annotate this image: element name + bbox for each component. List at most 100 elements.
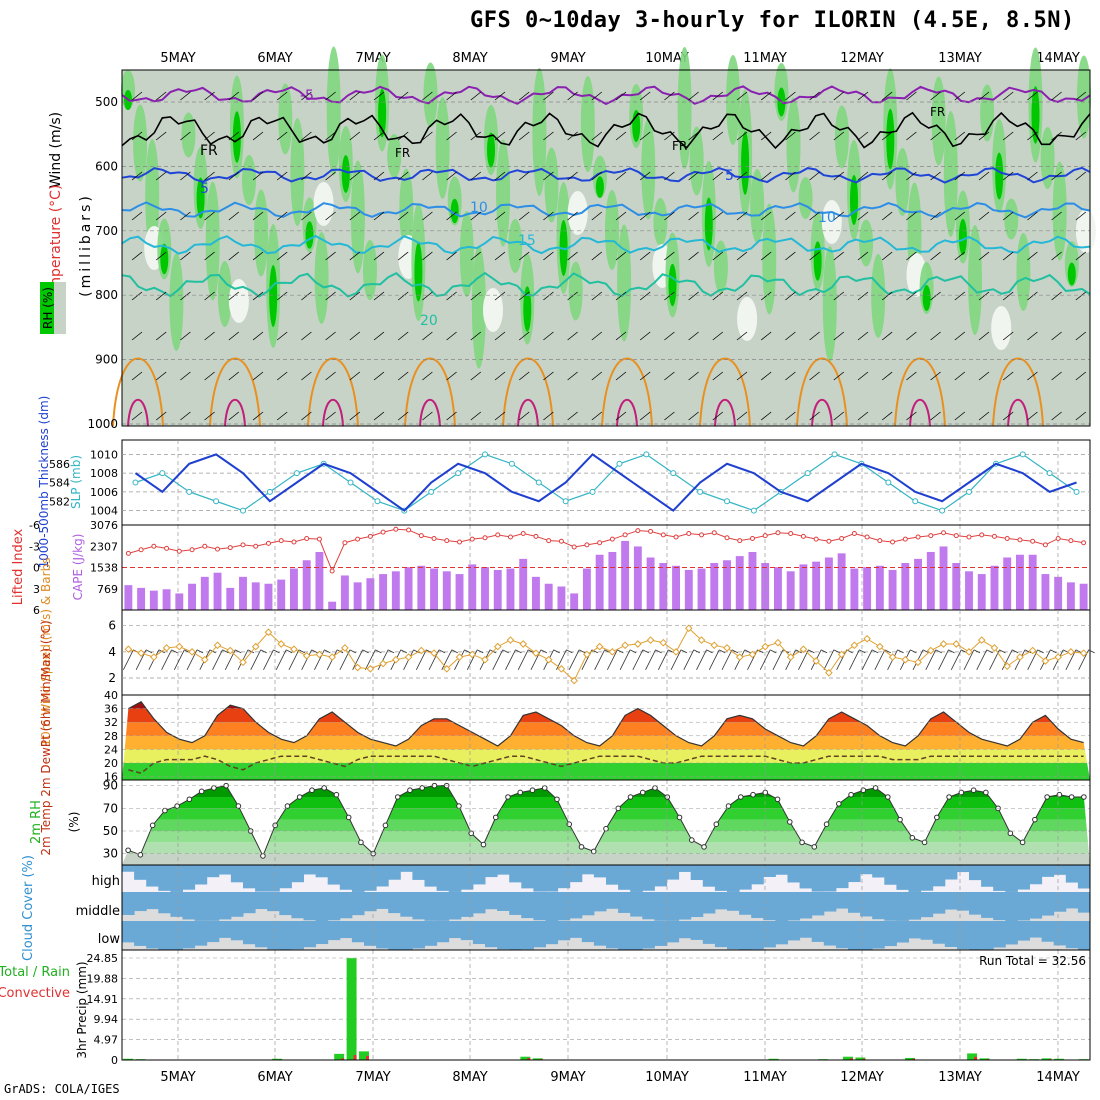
cloud-cover-bar — [351, 892, 365, 916]
wind-speed-point — [137, 649, 145, 657]
wind-barb — [664, 291, 675, 301]
wind-barb — [795, 649, 802, 654]
wind-barb — [131, 91, 143, 101]
wind-barb — [712, 291, 724, 301]
rh-green-core — [487, 132, 495, 168]
wind-barb — [288, 649, 300, 671]
wind-barb — [809, 251, 820, 261]
wind-speed-point — [251, 642, 260, 651]
li-point — [826, 538, 832, 544]
wind-barb — [352, 649, 363, 671]
wind-barb — [664, 411, 675, 421]
li-point — [686, 531, 692, 536]
wind-barb — [712, 411, 724, 421]
wind-barb — [518, 291, 530, 301]
cloud-cover-bar — [848, 892, 861, 913]
wind-barb — [212, 649, 223, 671]
cloud-cover-bar — [1041, 921, 1055, 942]
cloud-cover-bar — [448, 892, 462, 920]
wind-barb — [688, 251, 699, 261]
wind-barb — [760, 411, 772, 421]
wind-barb — [922, 649, 930, 654]
li-point — [176, 548, 182, 554]
li-point — [457, 539, 463, 545]
li-point — [864, 534, 870, 540]
cape-bar — [952, 563, 961, 610]
li-point — [622, 532, 628, 538]
slp-line — [135, 453, 1077, 512]
li-point — [660, 532, 666, 538]
cape-bar — [621, 540, 630, 610]
wind-barb — [298, 649, 306, 654]
rh-green-area — [641, 118, 656, 220]
cape-bar — [519, 558, 528, 610]
cloud-low-label: low — [98, 932, 121, 947]
cape-tick-label: 3076 — [90, 519, 118, 532]
wind-barb — [446, 91, 457, 101]
wind-barb — [1051, 331, 1062, 341]
wind-barb — [664, 371, 675, 381]
cloud-cover-bar — [339, 865, 353, 890]
wind-barb — [1027, 291, 1038, 301]
y-tick-label: 30 — [103, 847, 118, 861]
rh-green-area — [326, 46, 341, 176]
wind-barb — [397, 291, 409, 301]
cloud-cover-bar — [993, 892, 1006, 921]
wind-barb — [422, 411, 433, 421]
wind-barb — [954, 131, 966, 141]
wind-speed-point — [837, 650, 846, 659]
cloud-cover-bar — [1017, 921, 1030, 941]
cape-bar — [1003, 557, 1012, 610]
li-point — [278, 538, 284, 544]
wind-barb — [422, 371, 433, 381]
wind-barb — [325, 91, 336, 101]
day-label-bottom: 6MAY — [257, 1070, 292, 1085]
li-point — [775, 530, 781, 536]
contour-label: 5 — [725, 168, 734, 184]
wind-barb — [373, 171, 385, 181]
wind-barb — [591, 291, 603, 301]
cloud-cover-bar — [956, 892, 970, 911]
wind-barb — [615, 211, 627, 221]
cloud-cover-bar — [1077, 921, 1091, 950]
wind-barb — [415, 649, 427, 671]
contour-label: 20 — [420, 313, 438, 329]
wind-barb — [365, 649, 376, 671]
cape-bar — [264, 583, 273, 610]
li-point — [673, 534, 679, 540]
wind-barb — [276, 291, 288, 301]
rh-green-core — [196, 177, 205, 219]
cloud-cover-bar — [593, 892, 607, 912]
rh-green-area — [459, 211, 474, 297]
wind-barb — [1088, 649, 1095, 654]
li-point — [533, 533, 539, 539]
wind-speed-point — [315, 650, 324, 659]
li-point — [1017, 537, 1023, 543]
y-tick-label: 0 — [111, 1054, 118, 1067]
precip-convective-bar — [341, 1058, 345, 1060]
wind-speed-point — [175, 642, 184, 651]
cape-bar — [328, 601, 337, 610]
cloud-cover-bar — [811, 921, 825, 942]
rh-green-core — [450, 198, 459, 224]
li-point — [915, 534, 921, 540]
wind-barb — [397, 251, 409, 261]
cloud-cover-bar — [642, 865, 655, 891]
cape-bar — [608, 551, 617, 610]
wind-barb — [906, 251, 917, 261]
wind-barb — [422, 251, 433, 261]
rh-point — [407, 787, 413, 794]
wind-barb — [286, 649, 293, 654]
wind-barb — [155, 291, 167, 301]
wind-speed-point — [162, 644, 171, 652]
wind-barb — [325, 411, 336, 421]
wind-barb — [615, 131, 627, 141]
wind-barb — [760, 131, 772, 141]
y-tick-label: 70 — [103, 801, 118, 815]
wind-barb — [173, 649, 185, 671]
wind-speed-point — [583, 650, 591, 659]
cloud-cover-bar — [376, 921, 389, 949]
cloud-cover-bar — [787, 892, 801, 921]
wind-speed-point — [1041, 657, 1050, 665]
day-label-top: 14MAY — [1036, 51, 1080, 66]
